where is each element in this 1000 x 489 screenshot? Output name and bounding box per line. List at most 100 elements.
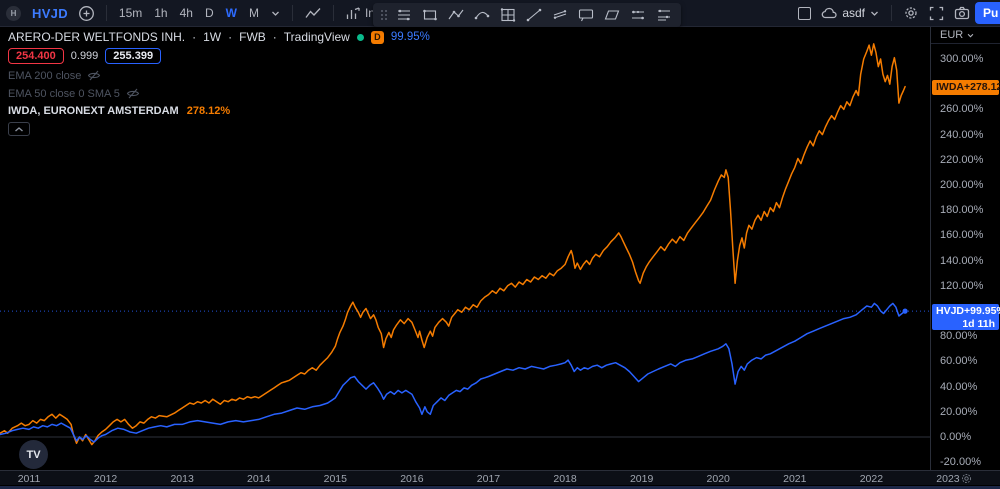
curve-tool-button[interactable] [469,4,495,26]
gear-icon [905,7,917,19]
year-tick-2015[interactable]: 2015 [323,473,347,485]
chart-pane[interactable]: ARERO-DER WELTFONDS INH. · 1W · FWB · Tr… [0,27,930,470]
symbol-logo[interactable]: H [6,5,21,21]
legend-separator: · [228,30,233,44]
chevron-up-icon [15,126,23,132]
compare-add-symbol-button[interactable] [73,1,100,25]
value-box-high: 255.399 [105,48,162,64]
legend-main-row[interactable]: ARERO-DER WELTFONDS INH. · 1W · FWB · Tr… [8,30,430,44]
year-tick-2014[interactable]: 2014 [247,473,271,485]
drag-handle-icon[interactable] [381,10,387,20]
cloud-layout-button[interactable]: asdf [816,1,885,25]
parallel-lines-tool-button[interactable] [391,4,417,26]
line-chart-icon [305,8,321,18]
iwda-label-value: +278.12% [964,81,1000,94]
chart-style-button[interactable] [299,1,327,25]
cross-line-set-icon [658,9,670,21]
year-tick-2023[interactable]: 2023 [936,473,960,485]
ray-set-tool-button[interactable] [625,4,651,26]
timeframe-m[interactable]: M [248,6,259,20]
snapshot-button[interactable] [949,1,975,25]
time-axis-settings-button[interactable] [960,472,973,489]
delayed-data-badge[interactable]: D [370,30,384,44]
timeframe-expand-button[interactable] [265,1,286,25]
hvjd-label-value: +99.95% [964,304,1000,317]
hvjd-label-symbol: HVJD [936,304,965,317]
parallelogram-tool-button[interactable] [599,4,625,26]
hvjd-price-label: HVJD +99.95% 1d 11h [932,304,1000,331]
callout-tool-button[interactable] [573,4,599,26]
value-diff: 0.999 [70,50,99,62]
year-tick-2013[interactable]: 2013 [170,473,194,485]
toolbar-separator [332,5,334,21]
price-tick-140: 140.00% [940,254,984,267]
settings-button[interactable] [898,1,924,25]
timeframe-4h[interactable]: 4h [179,6,193,20]
timeframe-group: 15m 1h 4h D W M [113,0,265,26]
price-tick-260: 260.00% [940,103,984,116]
price-tick-180: 180.00% [940,204,984,217]
year-tick-2017[interactable]: 2017 [476,473,501,485]
indicators-icon [346,6,360,19]
disjoint-channel-tool-button[interactable] [547,4,573,26]
gear-icon [961,473,972,484]
eye-hidden-icon[interactable] [87,69,101,82]
year-tick-2018[interactable]: 2018 [553,473,577,485]
compare-symbol-row[interactable]: IWDA, EURONEXT AMSTERDAM 278.12% [8,105,430,117]
cloud-icon [821,7,837,19]
series-end-dot [902,308,908,314]
disjoint-channel-icon [553,10,567,19]
year-tick-2020[interactable]: 2020 [706,473,730,485]
market-status-dot-icon[interactable] [356,33,364,41]
year-tick-2011[interactable]: 2011 [17,473,41,485]
price-tick-160: 160.00% [940,229,984,242]
polyline-tool-button[interactable] [443,4,469,26]
year-tick-2016[interactable]: 2016 [400,473,424,485]
year-tick-2019[interactable]: 2019 [629,473,654,485]
toolbar-separator [891,5,892,21]
indicator-row-ema50[interactable]: EMA 50 close 0 SMA 5 [8,87,430,100]
price-tick-240: 240.00% [940,128,984,141]
symbol-search-button[interactable]: HVJD [32,5,68,21]
indicator-row-ema200[interactable]: EMA 200 close [8,69,430,82]
square-layout-icon [798,6,812,20]
publish-button[interactable]: Pu [975,2,1000,24]
compare-symbol-label: IWDA, EURONEXT AMSTERDAM [8,105,179,117]
year-tick-2022[interactable]: 2022 [859,473,884,485]
series-line-0[interactable] [0,43,906,446]
compare-symbol-change: 278.12% [186,105,231,117]
timeframe-1h[interactable]: 1h [154,6,168,20]
timeframe-15m[interactable]: 15m [118,6,143,20]
footer-strip [0,486,1000,489]
series-line-1[interactable] [0,302,906,443]
layout-select-button[interactable] [793,1,816,25]
eye-hidden-icon[interactable] [126,87,140,100]
rotated-rect-tool-button[interactable] [417,4,443,26]
toolbar-separator [291,5,293,21]
timeframe-d[interactable]: D [204,6,214,20]
legend-collapse-button[interactable] [8,122,30,136]
polyline-icon [448,9,464,20]
currency-label: EUR [940,29,964,41]
timeframe-w[interactable]: W [225,6,237,20]
price-tick-80: 80.00% [940,330,978,343]
price-axis[interactable]: EUR IWDA +278.12% HVJD +99.95% 1d 11h 30… [930,27,1000,470]
time-axis[interactable]: 2011 2012 2013 2014 2015 2016 2017 2018 2019 2020… [0,470,1000,485]
currency-selector[interactable]: EUR [931,27,1000,44]
legend-separator: · [192,30,197,44]
fullscreen-button[interactable] [924,1,949,25]
iwda-label-symbol: IWDA [936,81,964,94]
chevron-down-icon [967,33,974,37]
price-chart-canvas[interactable] [0,27,930,470]
trend-line-tool-button[interactable] [521,4,547,26]
layout-name-label: asdf [842,6,865,20]
chevron-down-icon [271,11,279,16]
tradingview-watermark-logo: TV [19,440,48,469]
legend-exchange: FWB [239,30,266,44]
fib-box-tool-button[interactable] [495,4,521,26]
price-tick-300: 300.00% [940,53,984,65]
year-tick-2021[interactable]: 2021 [783,473,807,485]
year-tick-2012[interactable]: 2012 [93,473,118,485]
cross-line-set-tool-button[interactable] [651,4,677,26]
